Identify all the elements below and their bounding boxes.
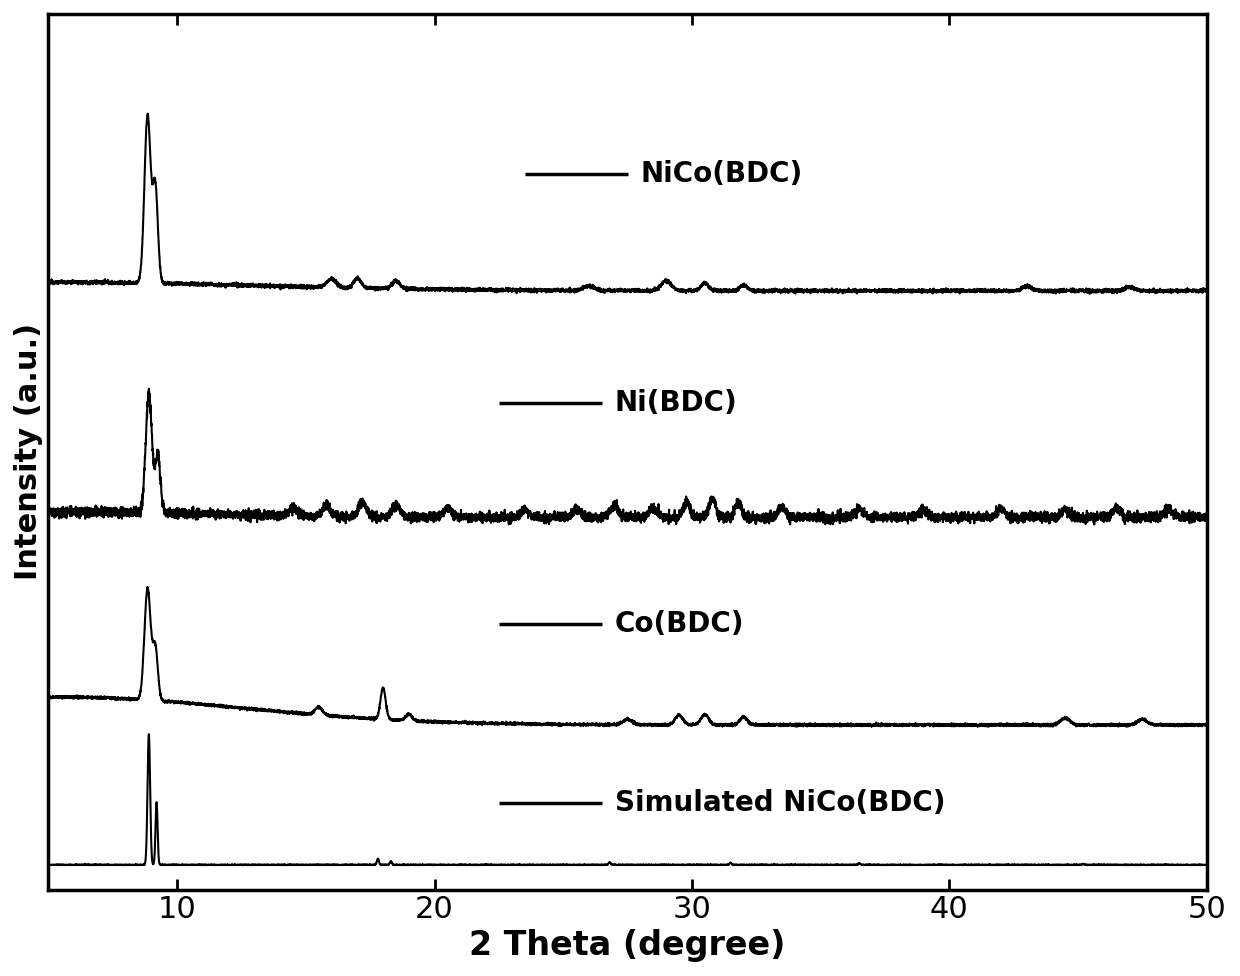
Text: Simulated NiCo(BDC): Simulated NiCo(BDC) <box>615 789 945 817</box>
X-axis label: 2 Theta (degree): 2 Theta (degree) <box>470 929 786 962</box>
Text: Ni(BDC): Ni(BDC) <box>615 389 738 418</box>
Text: NiCo(BDC): NiCo(BDC) <box>641 160 802 188</box>
Text: Co(BDC): Co(BDC) <box>615 611 744 638</box>
Y-axis label: Intensity (a.u.): Intensity (a.u.) <box>14 323 43 581</box>
